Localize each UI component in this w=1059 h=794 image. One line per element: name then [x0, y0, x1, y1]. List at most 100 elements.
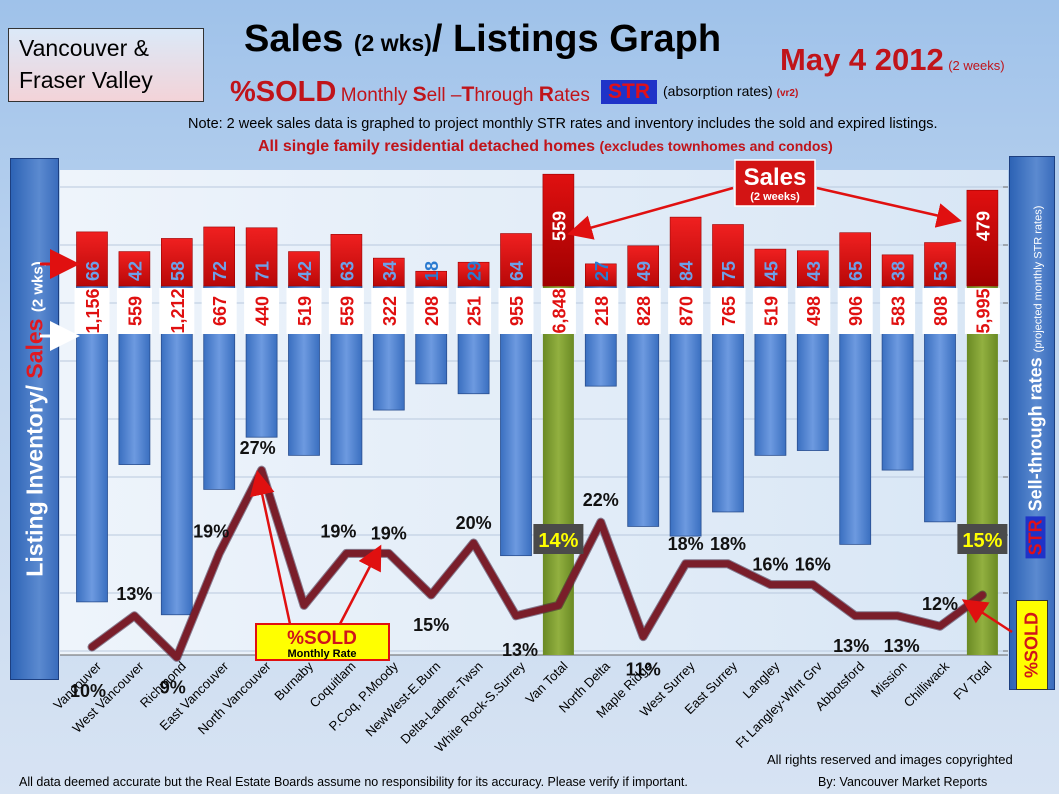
str-value-north-vancouver: 27% [240, 438, 276, 458]
str-value-newwest-e-burn: 15% [413, 615, 449, 635]
right-pct-sold-badge: %SOLD [1016, 600, 1048, 690]
sales-value-van-total: 559 [549, 211, 569, 241]
sales-bar-north-vancouver [245, 227, 278, 287]
inventory-label-bg-coquitlam [328, 288, 364, 334]
sales-bar-west-vancouver [118, 251, 151, 287]
inventory-value-vancouver: 1,156 [83, 288, 103, 333]
str-value-ft-langley-wlnt-grv: 16% [795, 555, 831, 575]
sales-value-north-vancouver: 71 [253, 261, 273, 281]
left-axis-panel [10, 158, 59, 680]
date-value: May 4 2012 [780, 42, 944, 77]
sales-bar-north-delta [584, 263, 617, 287]
x-label-north-vancouver: North Vancouver [195, 658, 274, 737]
inventory-label-bg-burnaby [286, 288, 322, 334]
sales-bar-chilliwack [924, 242, 956, 287]
inventory-value-ft-langley-wlnt-grv: 498 [804, 296, 824, 326]
sales-value-chilliwack: 53 [931, 261, 951, 281]
sales-bar-maple-ridge [627, 245, 660, 287]
inventory-value-coquitlam: 559 [337, 296, 357, 326]
sales-callout-bg [734, 159, 816, 207]
sales-value-east-surrey: 75 [719, 261, 739, 281]
sales-bar-delta-ladner-twsn [457, 261, 490, 287]
sales-bar-coquitlam [330, 234, 363, 287]
sales-value-burnaby: 42 [295, 261, 315, 281]
str-total-label-bg-van-total [533, 524, 584, 554]
absorption-note: (absorption rates) (vr2) [663, 83, 799, 99]
region-box: Vancouver & Fraser Valley [8, 28, 204, 102]
inventory-value-north-delta: 218 [592, 296, 612, 326]
inventory-value-east-surrey: 765 [719, 296, 739, 326]
sales-value-newwest-e-burn: 18 [422, 261, 442, 281]
sales-value-delta-ladner-twsn: 29 [465, 261, 485, 281]
inventory-value-newwest-e-burn: 208 [422, 296, 442, 326]
inventory-value-west-surrey: 870 [677, 296, 697, 326]
x-label-newwest-e-burn: NewWest-E.Burn [362, 659, 443, 740]
inventory-label-bg-fv-total [964, 288, 1000, 334]
str-value-vancouver: 10% [70, 681, 106, 701]
sales-value-p-coq-p-moody: 34 [380, 261, 400, 281]
inventory-value-burnaby: 519 [295, 296, 315, 326]
str-value-abbotsford: 13% [833, 636, 869, 656]
inventory-label-bg-mission [880, 288, 916, 334]
str-line-path [88, 466, 986, 661]
inventory-label-band [74, 288, 1000, 334]
str-value-west-surrey: 18% [668, 534, 704, 554]
sales-bar-fv-total [966, 189, 999, 287]
str-value-chilliwack: 12% [922, 594, 958, 614]
byline: By: Vancouver Market Reports [818, 775, 988, 789]
inventory-value-fv-total: 5,995 [973, 288, 993, 333]
str-value-maple-ridge: 11% [626, 660, 661, 680]
inventory-label-bg-richmond [159, 288, 195, 334]
str-total-label-bg-fv-total [957, 524, 1008, 554]
inventory-label-bg-west-vancouver [116, 288, 152, 334]
str-badge: STR [601, 80, 657, 104]
sales-bar-white-rock-s-surrey [500, 233, 532, 287]
inventory-label-bg-langley [752, 288, 788, 334]
str-value-mission: 13% [884, 636, 920, 656]
scope-note: All single family residential detached h… [258, 138, 833, 155]
inventory-value-white-rock-s-surrey: 955 [507, 296, 527, 326]
sales-bar-abbotsford [839, 232, 872, 287]
pct-sold-callout-bg [255, 623, 390, 661]
inventory-label-bg-newwest-e-burn [413, 288, 449, 334]
region-line-2: Fraser Valley [19, 67, 153, 93]
str-value-fv-total: 15% [962, 530, 1002, 552]
x-label-chilliwack: Chilliwack [901, 658, 953, 710]
str-value-west-vancouver: 13% [116, 584, 152, 604]
inventory-value-van-total: 6,848 [549, 288, 569, 333]
inventory-value-east-vancouver: 667 [210, 296, 230, 326]
subtitle-msr: Monthly Sell –Through Rates [340, 83, 590, 106]
inventory-label-bg-van-total [540, 288, 576, 334]
inventory-value-west-vancouver: 559 [125, 296, 145, 326]
sales-value-langley: 45 [761, 261, 781, 281]
x-label-langley: Langley [740, 658, 783, 701]
subtitle: %SOLD Monthly Sell –Through Rates [230, 76, 590, 109]
inventory-label-bg-north-delta [583, 288, 619, 334]
inventory-bar-richmond [160, 285, 193, 616]
sales-bar-east-vancouver [203, 226, 235, 287]
region-line-1: Vancouver & [19, 35, 149, 61]
sales-arrow-fv [816, 186, 962, 228]
sales-value-vancouver: 66 [83, 261, 103, 281]
str-value-van-total: 14% [538, 530, 578, 552]
x-label-fv-total: FV Total [950, 658, 994, 702]
sales-value-east-vancouver: 72 [210, 261, 230, 281]
inventory-value-delta-ladner-twsn: 251 [465, 296, 485, 326]
page-title: Sales (2 wks)/ Listings Graph [244, 18, 721, 61]
pct-sold-arrow-1 [249, 470, 292, 625]
inventory-value-maple-ridge: 828 [634, 296, 654, 326]
inventory-label-bg-abbotsford [837, 288, 873, 334]
str-value-p-coq-p-moody: 19% [371, 523, 407, 543]
inventory-label-bg-east-vancouver [201, 288, 237, 334]
date-period: (2 weeks) [948, 58, 1005, 73]
pct-sold-callout-title: %SOLD [287, 628, 357, 649]
sales-value-ft-langley-wlnt-grv: 43 [804, 261, 824, 281]
subtitle-pct-sold: %SOLD [230, 76, 337, 108]
str-value-east-surrey: 18% [710, 534, 746, 554]
inventory-label-bg-chilliwack [922, 288, 958, 334]
inventory-label-bg-ft-langley-wlnt-grv [795, 288, 831, 334]
str-value-richmond: 9% [160, 677, 186, 697]
sales-value-west-vancouver: 42 [125, 261, 145, 281]
